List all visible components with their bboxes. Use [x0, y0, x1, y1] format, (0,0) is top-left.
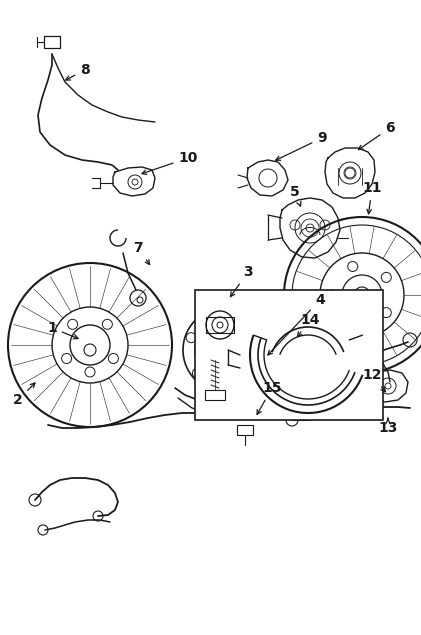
Polygon shape: [247, 160, 288, 196]
Bar: [195, 290, 383, 420]
Text: 7: 7: [133, 241, 149, 265]
Text: 12: 12: [362, 368, 385, 392]
Text: 4: 4: [268, 293, 325, 355]
Text: 10: 10: [142, 151, 198, 175]
Polygon shape: [113, 167, 155, 196]
Text: 11: 11: [362, 181, 382, 214]
Text: 9: 9: [276, 131, 327, 160]
Text: 3: 3: [230, 265, 253, 297]
Text: 14: 14: [298, 313, 320, 337]
Bar: [44, 36, 60, 48]
Text: 1: 1: [47, 321, 78, 339]
Bar: [205, 390, 225, 400]
Text: 2: 2: [13, 383, 35, 407]
Text: 5: 5: [290, 185, 301, 206]
Polygon shape: [325, 148, 375, 198]
Text: 8: 8: [66, 63, 90, 80]
Bar: [206, 317, 234, 333]
Polygon shape: [368, 370, 408, 402]
Text: 6: 6: [358, 121, 395, 150]
Text: 15: 15: [257, 381, 282, 415]
Text: 13: 13: [378, 418, 398, 435]
Polygon shape: [280, 198, 340, 258]
Bar: [237, 425, 253, 435]
